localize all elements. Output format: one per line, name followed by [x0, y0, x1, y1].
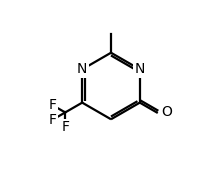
Text: N: N: [135, 62, 145, 76]
Text: F: F: [49, 98, 57, 112]
Text: F: F: [61, 120, 69, 134]
Text: F: F: [49, 113, 57, 127]
Text: N: N: [77, 62, 87, 76]
Text: O: O: [162, 105, 172, 119]
